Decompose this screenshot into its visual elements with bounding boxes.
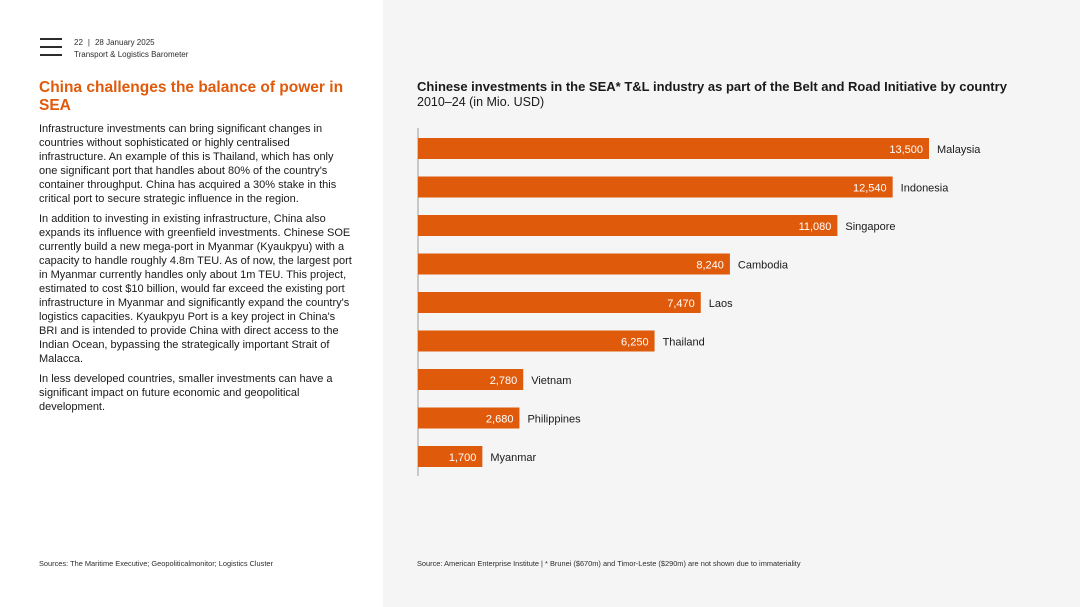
category-label: Myanmar — [490, 452, 536, 464]
category-label: Cambodia — [738, 260, 789, 272]
bar-value-label: 11,080 — [799, 221, 832, 233]
publication-date: 28 January 2025 — [94, 38, 155, 47]
article-body: Infrastructure investments can bring sig… — [39, 123, 354, 422]
bar-value-label: 6,250 — [621, 337, 649, 349]
bar-myanmar — [418, 446, 483, 467]
page-meta: 22 | 28 January 2025 Transport & Logistics… — [74, 37, 188, 61]
chart-title: Chinese investments in the SEA* T&L indu… — [417, 79, 1007, 94]
meta-separator: | — [87, 38, 90, 47]
bar-value-label: 7,470 — [667, 298, 695, 310]
paragraph: In less developed countries, smaller inv… — [39, 373, 333, 414]
paragraph: Infrastructure investments can bring sig… — [39, 123, 337, 205]
category-label: Laos — [709, 298, 733, 310]
bar-cambodia — [418, 253, 730, 275]
bar-philippines — [418, 407, 520, 429]
bar-malaysia — [418, 138, 929, 159]
bar-value-label: 13,500 — [889, 144, 923, 156]
article-heading: China challenges the balance of power in… — [39, 79, 344, 114]
category-label: Singapore — [845, 221, 895, 233]
category-label: Vietnam — [531, 375, 571, 387]
bar-value-label: 8,240 — [696, 260, 724, 272]
category-label: Philippines — [527, 414, 581, 426]
publication-title: Transport & Logistics Barometer — [74, 50, 189, 59]
category-label: Malaysia — [937, 144, 981, 156]
article-sources: Sources: The Maritime Executive; Geopoli… — [39, 559, 273, 568]
bar-value-label: 2,780 — [490, 375, 518, 387]
page-number: 22 — [74, 38, 83, 47]
bar-chart: 13,500 Malaysia 12,540 Indonesia 11,080 Singa… — [417, 128, 981, 476]
bar-vietnam — [418, 369, 524, 390]
bar-laos — [418, 292, 701, 313]
bar-singapore — [418, 215, 838, 236]
bar-thailand — [418, 330, 655, 352]
paragraph: In addition to investing in existing inf… — [39, 213, 352, 365]
chart-subtitle: 2010–24 (in Mio. USD) — [417, 95, 545, 109]
bar-value-label: 1,700 — [449, 452, 477, 464]
category-label: Thailand — [663, 337, 705, 349]
hamburger-menu-icon[interactable] — [40, 38, 62, 56]
category-label: Indonesia — [901, 183, 950, 195]
bar-value-label: 2,680 — [486, 414, 514, 426]
text-panel: 22 | 28 January 2025 Transport & Logistics… — [0, 0, 383, 607]
chart-source: Source: American Enterprise Institute | … — [417, 559, 801, 568]
bar-indonesia — [418, 176, 893, 198]
bar-value-label: 12,540 — [853, 183, 887, 195]
